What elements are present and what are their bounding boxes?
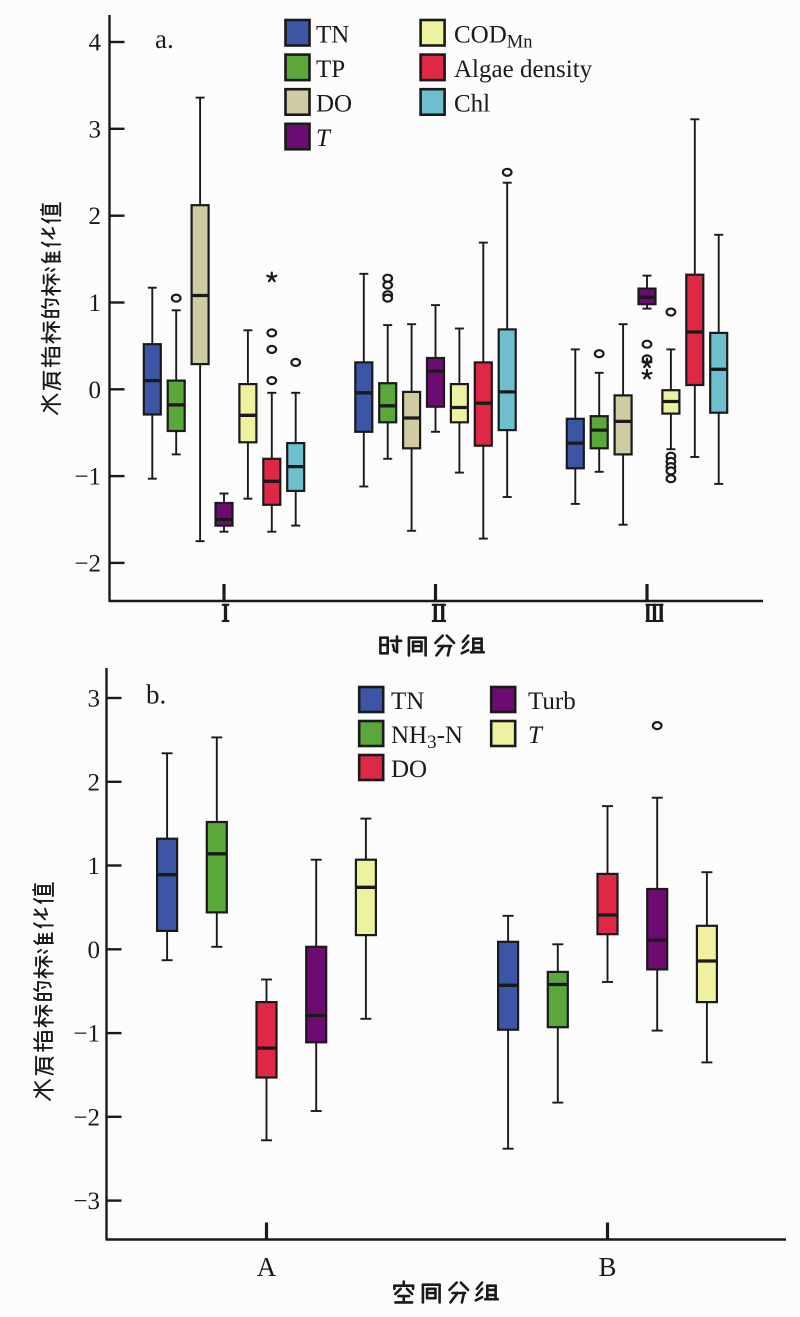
svg-text:A: A: [257, 1252, 277, 1282]
svg-text:DO: DO: [316, 90, 352, 117]
svg-text:Turb: Turb: [528, 688, 576, 715]
svg-text:2: 2: [88, 769, 101, 796]
svg-text:0: 0: [88, 937, 101, 964]
svg-text:T: T: [316, 125, 332, 152]
svg-text:Algae density: Algae density: [454, 56, 593, 83]
svg-text:1: 1: [88, 853, 101, 880]
svg-text:NH3-N: NH3-N: [391, 722, 463, 753]
svg-text:−1: −1: [74, 464, 101, 491]
svg-text:−3: −3: [73, 1188, 100, 1215]
svg-text:DO: DO: [391, 756, 427, 783]
svg-text:1: 1: [89, 290, 102, 317]
svg-text:0: 0: [89, 377, 102, 404]
svg-text:T: T: [528, 722, 544, 749]
svg-text:TP: TP: [316, 56, 345, 83]
svg-text:−2: −2: [73, 1104, 100, 1131]
svg-text:−1: −1: [73, 1021, 100, 1048]
svg-text:TN: TN: [391, 688, 424, 715]
svg-text:B: B: [598, 1252, 616, 1282]
svg-text:3: 3: [89, 116, 102, 143]
svg-text:−2: −2: [74, 550, 101, 577]
svg-text:4: 4: [89, 30, 102, 57]
svg-text:a.: a.: [155, 24, 174, 54]
svg-text:b.: b.: [146, 680, 166, 710]
svg-text:2: 2: [89, 203, 102, 230]
svg-text:Chl: Chl: [454, 90, 490, 117]
svg-text:TN: TN: [316, 21, 349, 48]
svg-text:3: 3: [88, 686, 101, 713]
